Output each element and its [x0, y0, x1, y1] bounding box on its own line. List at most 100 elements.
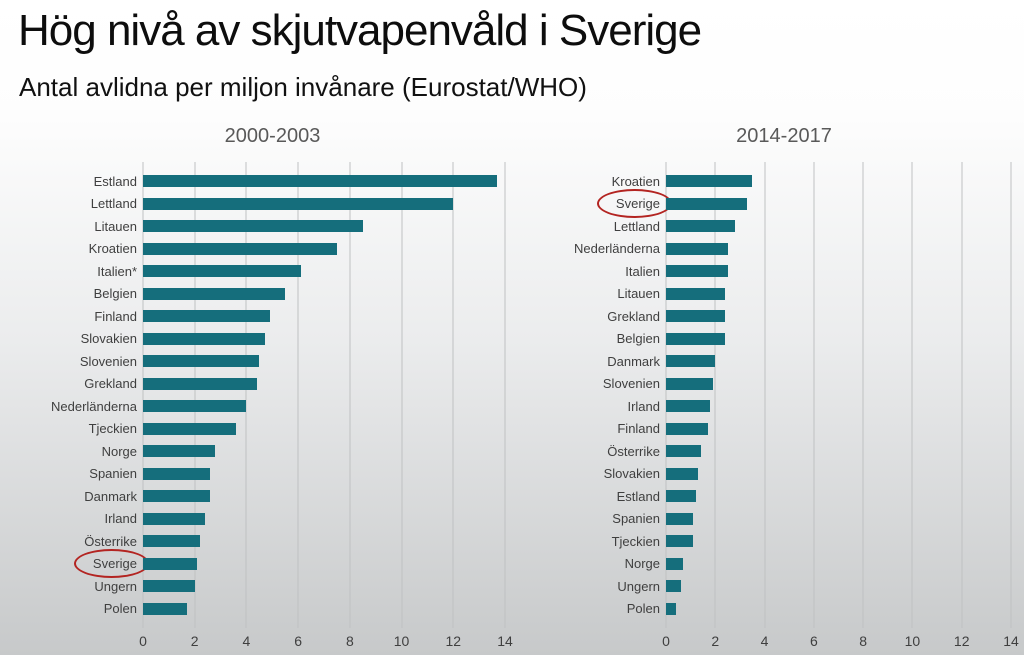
- bar-row: Irland: [557, 395, 1011, 418]
- bar-track: [666, 265, 1011, 278]
- bar: [666, 265, 728, 278]
- x-tick-label: 4: [242, 633, 251, 649]
- category-label: Spanien: [612, 511, 660, 527]
- bar-row: Kroatien: [40, 238, 505, 261]
- bar-row: Lettland: [557, 215, 1011, 238]
- bar-track: [666, 175, 1011, 188]
- category-label: Finland: [617, 421, 660, 437]
- category-label: Belgien: [616, 331, 660, 347]
- bar-row: Norge: [40, 440, 505, 463]
- bar: [143, 265, 301, 278]
- bar-track: [143, 512, 505, 525]
- bar-row: Grekland: [40, 373, 505, 396]
- bar: [666, 332, 726, 345]
- bar: [666, 512, 694, 525]
- category-label: Litauen: [94, 218, 137, 234]
- bar: [666, 557, 684, 570]
- bar: [666, 220, 735, 233]
- bar: [143, 535, 200, 548]
- category-label: Italien*: [97, 263, 137, 279]
- bar-row: Polen: [557, 598, 1011, 621]
- bar-track: [666, 377, 1011, 390]
- gridline: [961, 162, 963, 628]
- bar-track: [143, 355, 505, 368]
- x-tick-label: 2: [711, 633, 720, 649]
- bar: [143, 557, 198, 570]
- bar: [666, 175, 753, 188]
- category-label: Irland: [627, 398, 660, 414]
- page-title: Hög nivå av skjutvapenvåld i Sverige: [18, 6, 702, 55]
- category-label: Slovenien: [79, 353, 137, 369]
- bar-row: Nederländerna: [40, 395, 505, 418]
- x-axis: 0 2 4 6 8 10 12 14: [139, 633, 513, 653]
- bar-row: Belgien: [557, 328, 1011, 351]
- bar: [666, 580, 681, 593]
- bar-row: Österrike: [557, 440, 1011, 463]
- category-label: Belgien: [93, 286, 137, 302]
- bar: [143, 445, 216, 458]
- gridline: [714, 162, 716, 628]
- gridline: [452, 162, 454, 628]
- bar-track: [143, 220, 505, 233]
- bar-row: Estland: [557, 485, 1011, 508]
- bar-row: Slovakien: [557, 463, 1011, 486]
- x-tick-label: 0: [139, 633, 147, 649]
- bar-row: Polen: [40, 598, 505, 621]
- category-label: Nederländerna: [50, 398, 137, 414]
- bar-track: [143, 580, 505, 593]
- bar-track: [143, 490, 505, 503]
- category-label: Sverige: [557, 189, 672, 219]
- bar: [143, 242, 337, 255]
- bar: [143, 332, 265, 345]
- bar-track: [143, 467, 505, 480]
- bar: [143, 377, 257, 390]
- bar-row: Danmark: [557, 350, 1011, 373]
- category-label: Estland: [93, 173, 137, 189]
- category-label: Kroatien: [611, 173, 660, 189]
- gridline: [349, 162, 351, 628]
- bar-row: Finland: [40, 305, 505, 328]
- category-label: Ungern: [94, 578, 137, 594]
- bar-track: [666, 535, 1011, 548]
- bar-track: [666, 557, 1011, 570]
- bar-row: Tjeckien: [557, 530, 1011, 553]
- bar-track: [666, 580, 1011, 593]
- bar-row: Finland: [557, 418, 1011, 441]
- bar-track: [666, 332, 1011, 345]
- bar: [666, 490, 696, 503]
- bar-rows: Kroatien Sverige Lettland Nederländerna Ital…: [557, 170, 1011, 620]
- gridline: [764, 162, 766, 628]
- gridline: [813, 162, 815, 628]
- x-tick-label: 12: [953, 633, 970, 649]
- category-label: Grekland: [607, 308, 660, 324]
- bar: [143, 197, 454, 210]
- bar-track: [143, 287, 505, 300]
- chart-period-header: 2000-2003: [224, 125, 321, 147]
- category-label: Lettland: [613, 218, 660, 234]
- bar: [666, 467, 699, 480]
- bar: [666, 310, 726, 323]
- category-label: Lettland: [90, 196, 137, 212]
- category-label: Estland: [616, 488, 660, 504]
- bar: [666, 400, 711, 413]
- bar-row: Litauen: [557, 283, 1011, 306]
- bar-row: Sverige: [40, 549, 505, 579]
- gridline: [911, 162, 913, 628]
- category-label: Slovakien: [603, 466, 660, 482]
- bar-track: [143, 445, 505, 458]
- category-label: Sverige: [40, 549, 149, 579]
- bar: [143, 602, 187, 615]
- bar-track: [666, 287, 1011, 300]
- category-label: Tjeckien: [611, 533, 660, 549]
- bar-track: [143, 400, 505, 413]
- bar: [143, 220, 363, 233]
- bar-track: [143, 535, 505, 548]
- chart-2000-2003: 2000-2003 Estland Lettland Litauen Kroatien…: [40, 125, 513, 654]
- bar-row: Sverige: [557, 189, 1011, 219]
- category-label: Grekland: [84, 376, 137, 392]
- bar: [666, 602, 676, 615]
- gridlines: [665, 162, 1012, 628]
- gridline: [194, 162, 196, 628]
- category-label: Danmark: [607, 353, 660, 369]
- category-label: Spanien: [89, 466, 137, 482]
